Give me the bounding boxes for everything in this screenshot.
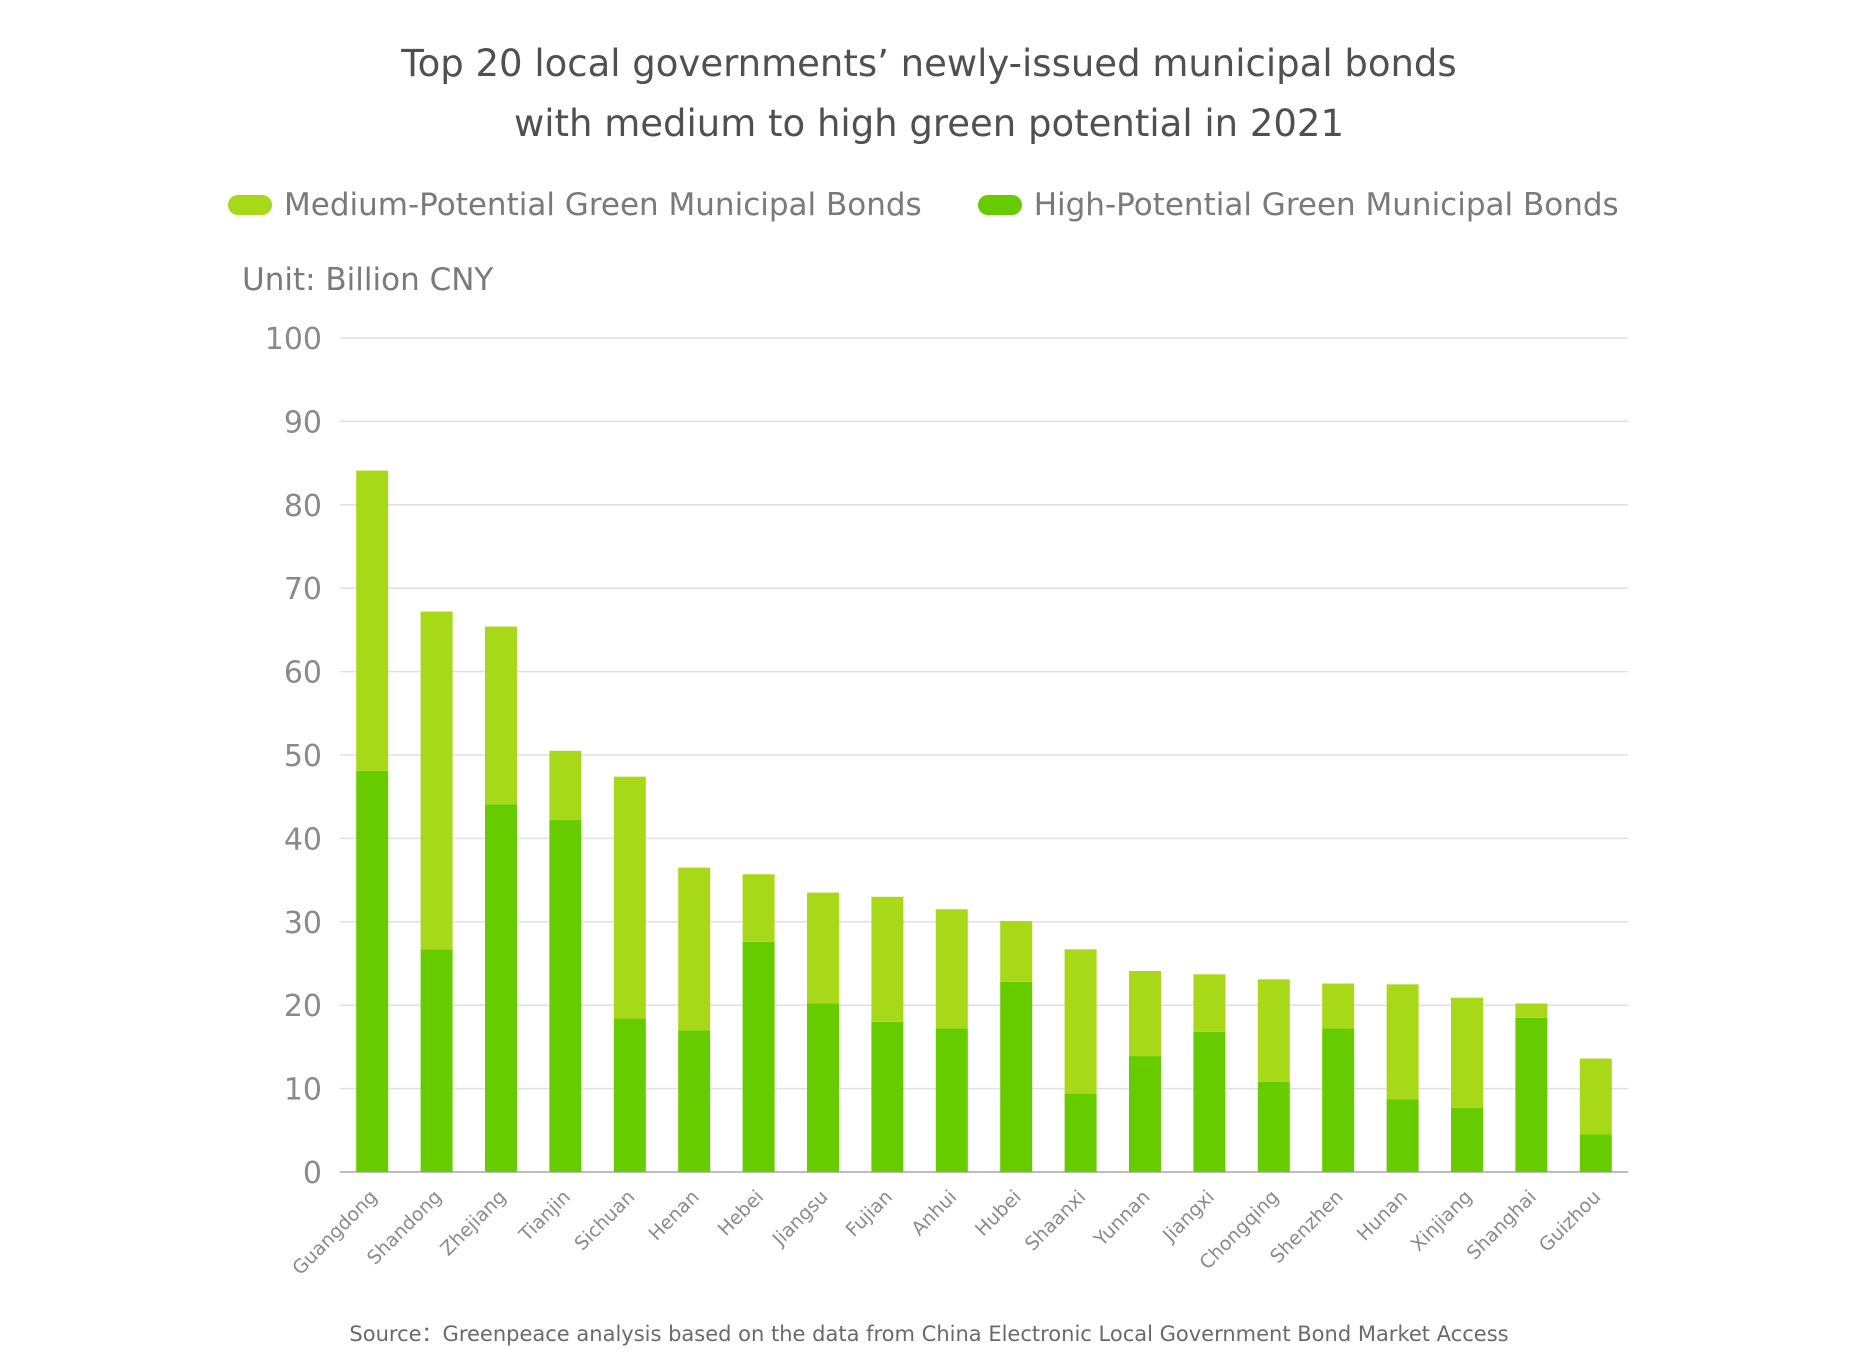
bar-medium-potential: [807, 892, 839, 1004]
y-tick-label: 20: [284, 989, 322, 1024]
bar-high-potential: [1322, 1028, 1355, 1172]
bar-medium-potential: [356, 470, 389, 771]
y-tick-label: 0: [303, 1156, 322, 1191]
bar-high-potential: [1000, 981, 1033, 1172]
bar-high-potential: [485, 804, 517, 1172]
bar-high-potential: [871, 1021, 904, 1172]
legend-swatch-medium: [228, 195, 272, 215]
bar-high-potential: [613, 1018, 646, 1172]
bar-medium-potential: [549, 750, 582, 821]
bar-layer: [356, 470, 1612, 1172]
x-tick-label: Shaanxi: [1021, 1186, 1090, 1255]
bar-high-potential: [1579, 1134, 1612, 1172]
bar-high-potential: [1515, 1017, 1548, 1172]
x-tick-label: Sichuan: [570, 1186, 639, 1255]
bar-medium-potential: [1129, 971, 1161, 1057]
bar-high-potential: [549, 820, 582, 1172]
bar-high-potential: [356, 770, 389, 1172]
bar-high-potential: [742, 941, 775, 1172]
bar-high-potential: [807, 1003, 839, 1172]
bar-medium-potential: [1064, 949, 1097, 1094]
bar-medium-potential: [485, 626, 517, 805]
bar-high-potential: [678, 1030, 711, 1172]
source-note: Source：Greenpeace analysis based on the …: [349, 1322, 1509, 1346]
bar-medium-potential: [1193, 974, 1226, 1032]
bar-medium-potential: [678, 867, 711, 1031]
x-tick-label: Jiangxi: [1158, 1186, 1219, 1247]
x-tick-label: Guizhou: [1535, 1186, 1606, 1257]
y-tick-label: 90: [284, 405, 322, 440]
legend-label-high: High-Potential Green Municipal Bonds: [1033, 187, 1619, 223]
grid-layer: [340, 337, 1628, 1173]
x-tick-label: Hebei: [714, 1186, 768, 1240]
y-tick-label: 30: [284, 906, 322, 941]
bar-medium-potential: [613, 776, 646, 1019]
legend-label-medium: Medium-Potential Green Municipal Bonds: [284, 187, 922, 223]
bar-medium-potential: [1000, 920, 1033, 982]
bar-medium-potential: [935, 909, 968, 1029]
legend-swatch-high: [977, 195, 1022, 215]
x-tick-label: Fujian: [842, 1186, 897, 1241]
bar-medium-potential: [1451, 997, 1483, 1108]
y-tick-label: 40: [284, 822, 322, 857]
bar-high-potential: [935, 1028, 968, 1172]
bar-high-potential: [1386, 1099, 1419, 1172]
bar-high-potential: [1257, 1081, 1290, 1172]
bar-medium-potential: [420, 611, 453, 950]
x-tick-label: Henan: [645, 1186, 704, 1245]
chart-title-line-2: with medium to high green potential in 2…: [513, 102, 1345, 145]
y-tick-label: 60: [284, 656, 322, 691]
x-tick-label: Anhui: [907, 1186, 961, 1240]
chart-title-line-1: Top 20 local governments’ newly-issued m…: [401, 42, 1457, 85]
legend-item-high: High-Potential Green Municipal Bonds: [977, 187, 1619, 223]
bar-medium-potential: [1579, 1058, 1612, 1135]
x-tick-label: Hubei: [971, 1186, 1026, 1241]
bar-medium-potential: [1322, 983, 1355, 1029]
x-tick-label: Tianjin: [514, 1186, 575, 1247]
y-tick-label: 50: [284, 739, 322, 774]
bar-high-potential: [1064, 1093, 1097, 1172]
bar-high-potential: [1193, 1031, 1226, 1172]
legend-item-medium: Medium-Potential Green Municipal Bonds: [228, 187, 922, 223]
y-tick-label: 80: [284, 489, 322, 524]
x-tick-label: Yunnan: [1089, 1186, 1154, 1251]
bar-medium-potential: [1515, 1003, 1548, 1018]
x-tick-label: Zhejiang: [436, 1186, 510, 1260]
bar-high-potential: [420, 949, 453, 1172]
bar-medium-potential: [1257, 979, 1290, 1082]
bar-medium-potential: [871, 896, 904, 1022]
chart-legend: Medium-Potential Green Municipal Bonds H…: [228, 180, 1675, 230]
y-tick-label: 10: [284, 1073, 322, 1108]
x-tick-label: Jiangsu: [768, 1186, 833, 1251]
unit-label: Unit: Billion CNY: [242, 262, 494, 298]
y-tick-label: 100: [265, 322, 322, 357]
x-tick-label: Guangdong: [288, 1186, 382, 1280]
bar-high-potential: [1451, 1107, 1483, 1172]
x-tick-label: Hunan: [1353, 1186, 1412, 1245]
y-tick-label: 70: [284, 572, 322, 607]
chart-title: Top 20 local governments’ newly-issued m…: [0, 34, 1858, 154]
bar-medium-potential: [1386, 984, 1419, 1100]
y-axis-ticks: 0 10 20 30 40 50 60 70 80 90 100: [265, 322, 322, 1191]
bar-high-potential: [1129, 1056, 1161, 1172]
bar-medium-potential: [742, 874, 775, 942]
x-tick-label: Shanghai: [1463, 1186, 1541, 1264]
